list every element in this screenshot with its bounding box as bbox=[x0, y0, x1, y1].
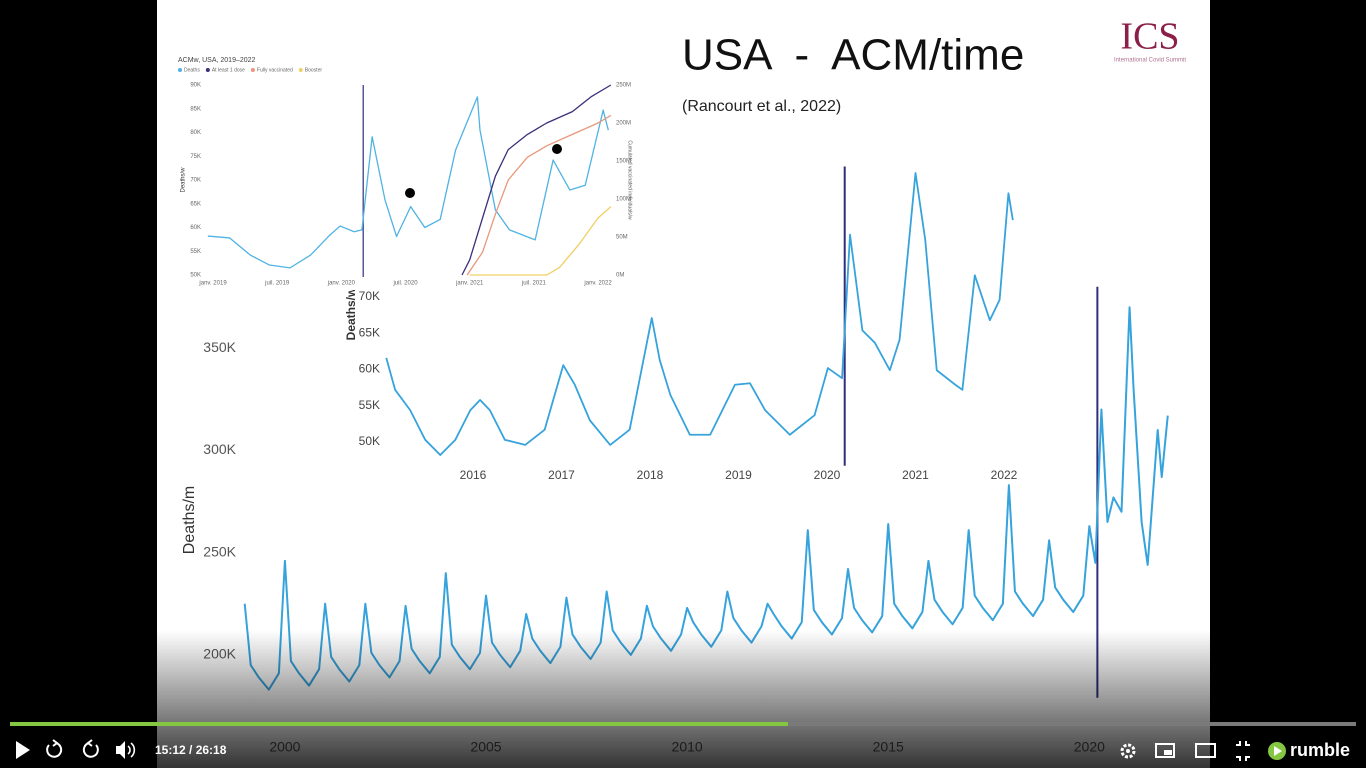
y-tick-label: 80K bbox=[190, 130, 201, 136]
y2-tick-label: 100M bbox=[616, 197, 631, 203]
x-tick-label: 2016 bbox=[460, 468, 487, 482]
time-display: 15:12 / 26:18 bbox=[155, 743, 227, 757]
x-tick-label: juil. 2021 bbox=[521, 281, 547, 287]
y-axis-label: Deaths/w bbox=[344, 287, 358, 340]
charts: 200K250K300K350K20002005201020152020Deat… bbox=[170, 50, 1169, 755]
y2-tick-label: 50M bbox=[616, 235, 628, 241]
line-chart: 50K 55K 60K 65K 70K 75K 80K 85K 90K 0M 50M 100M 150M… bbox=[170, 50, 640, 290]
legend-label: At least 1 dose bbox=[212, 67, 245, 73]
x-tick-label: 2020 bbox=[814, 468, 841, 482]
y-tick-label: 70K bbox=[359, 289, 380, 303]
y2-tick-label: 0M bbox=[616, 273, 624, 279]
x-tick-label: janv. 2019 bbox=[198, 281, 227, 287]
y2-tick-label: 200M bbox=[616, 121, 631, 127]
progress-played[interactable] bbox=[10, 722, 788, 726]
rewind-button[interactable] bbox=[46, 739, 63, 758]
x-tick-label: 2019 bbox=[725, 468, 752, 482]
legend-swatch bbox=[205, 68, 210, 72]
series-line bbox=[385, 172, 1014, 456]
x-tick-label: janv. 2020 bbox=[327, 281, 356, 287]
pip-button[interactable] bbox=[1155, 743, 1175, 758]
legend-swatch bbox=[250, 68, 255, 72]
citation: (Rancourt et al., 2022) bbox=[682, 98, 841, 115]
highlight-dot bbox=[552, 144, 562, 154]
x-tick-label: janv. 2021 bbox=[455, 281, 484, 287]
x-tick-label: 2018 bbox=[637, 468, 664, 482]
legend-swatch bbox=[178, 68, 182, 72]
y-tick-label: 70K bbox=[190, 178, 201, 184]
legend-swatch bbox=[298, 68, 303, 72]
x-tick-label: 2017 bbox=[548, 468, 575, 482]
slide-title: USA - ACM/time bbox=[682, 31, 1024, 80]
x-tick-label: juil. 2020 bbox=[393, 281, 419, 287]
series-line bbox=[469, 206, 612, 276]
legend-label: Fully vaccinated bbox=[257, 67, 293, 73]
series-line bbox=[207, 96, 609, 269]
forward-button[interactable] bbox=[82, 739, 99, 758]
y-tick-label: 350K bbox=[203, 339, 236, 355]
highlight-dot bbox=[405, 188, 415, 198]
y-tick-label: 85K bbox=[190, 106, 201, 112]
chart-background bbox=[170, 50, 640, 290]
legend-label: Deaths bbox=[184, 67, 200, 73]
brand[interactable]: rumble bbox=[1290, 740, 1350, 760]
y-tick-label: 55K bbox=[190, 249, 201, 255]
play-button[interactable] bbox=[16, 741, 30, 759]
chart-title: ACMw, USA, 2019–2022 bbox=[178, 57, 256, 64]
x-tick-label: 2022 bbox=[991, 468, 1018, 482]
y-tick-label: 75K bbox=[190, 154, 201, 160]
y-axis-label: Deaths/w bbox=[181, 167, 187, 193]
y-tick-label: 60K bbox=[359, 362, 380, 376]
volume-button[interactable] bbox=[116, 741, 136, 759]
x-tick-label: janv. 2022 bbox=[583, 281, 612, 287]
y-tick-label: 65K bbox=[190, 201, 201, 207]
y-tick-label: 250K bbox=[203, 543, 236, 559]
y-tick-label: 65K bbox=[359, 325, 380, 339]
y-tick-label: 90K bbox=[190, 83, 201, 89]
y-tick-label: 300K bbox=[203, 441, 236, 457]
y-tick-label: 60K bbox=[190, 225, 201, 231]
settings-button[interactable] bbox=[1120, 743, 1136, 759]
series-line bbox=[461, 84, 612, 276]
controls-shade bbox=[0, 630, 1366, 768]
rumble-logo[interactable]: rumble bbox=[1268, 740, 1350, 760]
x-tick-label: juil. 2019 bbox=[264, 281, 290, 287]
fullscreen-button[interactable] bbox=[1236, 741, 1250, 761]
y-tick-label: 50K bbox=[190, 273, 201, 279]
y-tick-label: 50K bbox=[359, 434, 380, 448]
series-line bbox=[466, 114, 612, 276]
logo: ICS bbox=[1120, 16, 1179, 58]
x-tick-label: 2021 bbox=[902, 468, 929, 482]
theater-button[interactable] bbox=[1195, 743, 1216, 758]
y2-tick-label: 150M bbox=[616, 159, 631, 165]
line-chart: 50K 55K 60K 65K 70K 2016 2017 2018 2019 2020 2021 2… bbox=[344, 166, 1018, 482]
y-axis-label: Deaths/m bbox=[181, 486, 198, 554]
y2-tick-label: 250M bbox=[616, 83, 631, 89]
logo-subtitle: International Covid Summit bbox=[1114, 58, 1186, 64]
y2-axis-label: Cumulated vaccinated individuals/w bbox=[627, 140, 633, 220]
y-tick-label: 55K bbox=[359, 398, 380, 412]
legend-label: Booster bbox=[305, 67, 323, 73]
